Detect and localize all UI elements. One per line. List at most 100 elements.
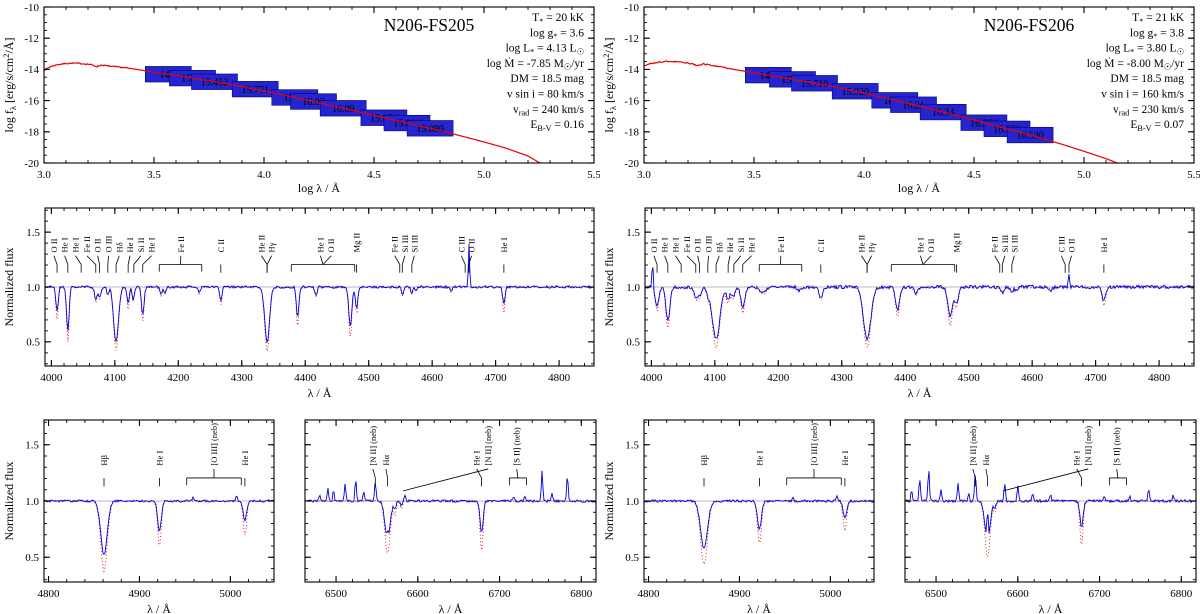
x-axis-label: log λ / Å xyxy=(298,181,340,195)
hbeta-panel-fs206: Hβ He I [O III] (neb) He I 4800 4900 5000 0.5 1.… xyxy=(602,419,875,614)
x-tick-label: 3.0 xyxy=(37,169,51,181)
x-tick-label: 6500 xyxy=(925,588,948,600)
stellar-param-line: log L* = 4.13 L☉ xyxy=(506,43,584,57)
line-id-label: He II xyxy=(256,235,266,253)
line-id-label: [O III] (neb) xyxy=(209,423,219,466)
photometry-value: 16.03 xyxy=(302,97,325,108)
y-tick-label: 1.5 xyxy=(25,440,39,452)
x-tick-label: 6800 xyxy=(1170,588,1193,600)
y-tick-label: 0.5 xyxy=(625,552,639,564)
stellar-param-line: vrad = 240 km/s xyxy=(513,104,585,118)
stellar-param-line: vrad = 230 km/s xyxy=(1113,104,1185,118)
line-id-label: He I xyxy=(154,451,164,466)
line-id-label: Hδ xyxy=(114,242,124,252)
spectrum-panel-fs206: O II He I He I Fe II O II O III Hδ He I Si II He … xyxy=(602,207,1195,400)
line-id-label: Si III xyxy=(1000,235,1010,253)
line-id-label: He I xyxy=(147,237,157,252)
x-axis-label: λ / Å xyxy=(1039,602,1063,614)
line-id-label: Hα xyxy=(381,454,391,465)
axes: 3.0 3.5 4.0 4.5 5.0 5.5 -10 -12 -14 -16 -18 -20 log … xyxy=(1,2,600,195)
line-id-label: O II xyxy=(49,238,59,252)
sed-panel-fs205: 14.115.5615.45215.77115.9716.0316.0915.0… xyxy=(1,2,600,195)
line-id-label: He I xyxy=(315,237,325,252)
line-id-label: Si II xyxy=(136,237,146,252)
x-tick-label: 4500 xyxy=(958,372,981,384)
line-id-label: [N II] (neb) xyxy=(483,426,493,466)
y-axis-label: log fλ [erg/s/cm2/Å] xyxy=(1,38,18,133)
plot-border xyxy=(304,419,597,583)
y-tick-label: -16 xyxy=(624,95,639,107)
y-tick-label: -10 xyxy=(624,2,639,14)
x-tick-label: 6500 xyxy=(325,588,348,600)
line-id-label: He I xyxy=(660,237,670,252)
x-tick-label: 4.0 xyxy=(857,169,871,181)
y-axis-label: Normalized flux xyxy=(602,248,616,327)
plot-border xyxy=(43,419,275,583)
y-tick-label: 1.5 xyxy=(626,227,640,239)
x-tick-label: 4000 xyxy=(640,372,663,384)
x-tick-label: 4.5 xyxy=(367,169,381,181)
y-tick-label: -20 xyxy=(624,158,639,170)
line-id-label: Fe II xyxy=(776,236,786,252)
panel-title: N206-FS206 xyxy=(984,15,1075,35)
line-id-label: Fe II xyxy=(82,236,92,252)
line-id-label: O II xyxy=(649,238,659,252)
line-id-label: He I xyxy=(754,451,764,466)
model-sed-curve xyxy=(43,62,541,164)
stellar-param-line: T* = 20 kK xyxy=(532,12,585,26)
x-tick-label: 5.5 xyxy=(587,169,600,181)
line-id-label: He I xyxy=(70,237,80,252)
line-id-label: He I xyxy=(915,237,925,252)
x-tick-label: 4200 xyxy=(767,372,790,384)
line-markers: O II He I He I Fe II O II O III Hδ He I Si II He … xyxy=(49,233,509,273)
stellar-param-line: log Ṁ = -8.00 M☉/yr xyxy=(1087,56,1184,72)
stellar-param-line: DM = 18.5 mag xyxy=(510,73,584,85)
y-tick-label: -18 xyxy=(24,127,39,139)
x-tick-label: 4600 xyxy=(1021,372,1043,384)
x-tick-label: 4800 xyxy=(548,372,571,384)
model-spectrum-curve xyxy=(304,499,597,553)
line-id-label: [O III] (neb) xyxy=(809,423,819,466)
stellar-param-line: DM = 18.5 mag xyxy=(1110,73,1184,85)
x-axis-label: λ / Å xyxy=(747,602,771,614)
plot-border xyxy=(904,419,1197,583)
y-tick-label: 1.5 xyxy=(625,440,639,452)
axes: 6500 6600 6700 6800 λ / Å xyxy=(904,419,1197,614)
line-markers: Hβ He I [O III] (neb) He I xyxy=(699,423,850,487)
line-id-label: [N II] (neb) xyxy=(1083,426,1093,466)
photometry-value: 16.21 xyxy=(902,100,925,111)
y-tick-label: -16 xyxy=(24,95,39,107)
x-tick-label: 4800 xyxy=(38,588,61,600)
line-id-label: O II xyxy=(326,238,336,252)
model-spectrum-curve xyxy=(44,285,595,352)
observed-spectrum-curve xyxy=(43,495,275,556)
photometry-boxes: 14.115.5615.45215.77115.9716.0316.0915.0… xyxy=(145,66,454,137)
line-id-label: O II xyxy=(1067,238,1077,252)
line-id-label: Hβ xyxy=(699,455,709,465)
axes: 4800 4900 5000 0.5 1.0 1.5 λ / Å Normalized flu… xyxy=(602,419,875,614)
photometry-value: 15.452 xyxy=(201,77,229,88)
line-id-label: Hγ xyxy=(867,242,877,252)
x-tick-label: 4800 xyxy=(638,588,661,600)
x-axis-label: λ / Å xyxy=(308,386,332,400)
stellar-param-line: EB-V = 0.07 xyxy=(1130,119,1184,133)
sed-panel-fs206: 14.115.5515.71015.92016.1716.2116.3416.3… xyxy=(601,2,1200,195)
x-tick-label: 4300 xyxy=(831,372,854,384)
stellar-param-line: log L* = 3.80 L☉ xyxy=(1106,43,1184,57)
line-id-label: He I xyxy=(1072,451,1082,466)
line-id-label: O II xyxy=(693,238,703,252)
x-tick-label: 4700 xyxy=(485,372,508,384)
line-id-label: Si III xyxy=(400,235,410,253)
line-id-label: Si II xyxy=(736,237,746,252)
line-id-label: He I xyxy=(240,451,250,466)
y-tick-label: 0.5 xyxy=(25,552,39,564)
x-tick-label: 5.5 xyxy=(1187,169,1200,181)
plot-border xyxy=(643,6,1195,164)
halpha-panel-fs205: [N II] (neb) Hα [N II] (neb)He I [S II] (ne… xyxy=(304,419,597,614)
photometry-value: 15.771 xyxy=(241,85,269,96)
y-tick-label: 1.0 xyxy=(26,282,40,294)
stellar-param-line: log g* = 3.8 xyxy=(1130,27,1184,41)
line-id-label: Mg II xyxy=(352,233,362,253)
y-tick-label: -20 xyxy=(24,158,39,170)
